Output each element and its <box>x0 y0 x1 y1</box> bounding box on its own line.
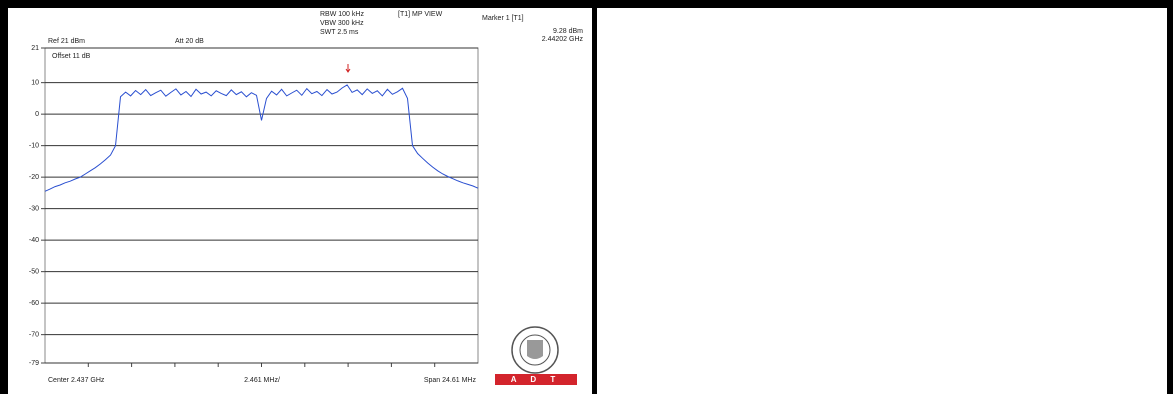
center: Center 2.437 GHz <box>48 377 105 384</box>
marker-arrow <box>345 64 351 73</box>
swt: SWT 2.5 ms <box>320 29 359 36</box>
logo-shield <box>527 340 543 359</box>
logo: A D T <box>495 326 577 385</box>
vbw: VBW 300 kHz <box>320 20 364 27</box>
frame-divider <box>592 0 597 394</box>
y-tick-label: -10 <box>29 142 39 149</box>
y-tick-label: -40 <box>29 237 39 244</box>
frame-right <box>1167 0 1173 394</box>
y-tick-label: 10 <box>31 79 39 86</box>
trace <box>44 84 479 192</box>
y-tick-label: -50 <box>29 268 39 275</box>
offset: Offset 11 dB <box>52 53 91 60</box>
logo-text: A D T <box>511 375 562 384</box>
view: [T1] MP VIEW <box>398 11 443 18</box>
x-ticks <box>87 363 436 367</box>
y-tick-label: 0 <box>35 111 39 118</box>
div: 2.461 MHz/ <box>244 377 280 384</box>
rbw: RBW 100 kHz <box>320 11 364 18</box>
logo-bar <box>495 374 577 385</box>
marker-level: 9.28 dBm <box>553 28 583 35</box>
marker-freq: 2.44202 GHz <box>542 36 584 43</box>
marker-title: Marker 1 [T1] <box>482 15 524 22</box>
ref-level: Ref 21 dBm <box>48 38 85 45</box>
span: Span 24.61 MHz <box>424 377 477 384</box>
y-tick-label: -60 <box>29 300 39 307</box>
y-tick-label: -79 <box>29 360 39 367</box>
y-tick-label: -30 <box>29 205 39 212</box>
attenuation: Att 20 dB <box>175 38 204 45</box>
y-tick-label: -20 <box>29 174 39 181</box>
frame-top <box>0 0 1173 8</box>
plot-frame <box>44 47 479 364</box>
y-tick-label: 21 <box>31 45 39 52</box>
y-tick-label: -70 <box>29 331 39 338</box>
frame-left <box>0 0 8 394</box>
